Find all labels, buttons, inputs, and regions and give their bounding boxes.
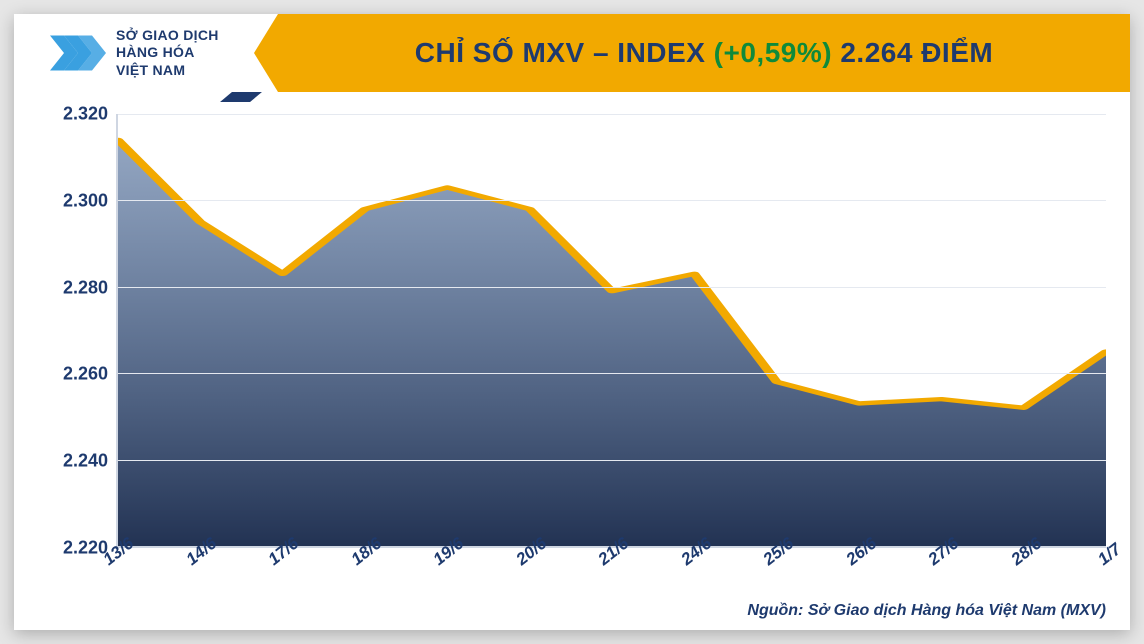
- chart-title: CHỈ SỐ MXV – INDEX (+0,59%) 2.264 ĐIỂM: [415, 37, 993, 69]
- card: SỞ GIAO DỊCH HÀNG HÓA VIỆT NAM CHỈ SỐ MX…: [14, 14, 1130, 630]
- logo-line-3: VIỆT NAM: [116, 62, 219, 80]
- logo-icon: [36, 28, 106, 78]
- y-tick-label: 2.240: [63, 451, 108, 472]
- area-line-svg: [118, 114, 1106, 546]
- gridline: [118, 200, 1106, 201]
- logo-line-2: HÀNG HÓA: [116, 44, 219, 62]
- gridline: [118, 114, 1106, 115]
- title-pct: (+0,59%): [714, 37, 832, 68]
- header: SỞ GIAO DỊCH HÀNG HÓA VIỆT NAM CHỈ SỐ MX…: [14, 14, 1130, 92]
- chart: 2.2202.2402.2602.2802.3002.320 13/614/61…: [38, 114, 1106, 586]
- title-band: CHỈ SỐ MXV – INDEX (+0,59%) 2.264 ĐIỂM: [278, 14, 1130, 92]
- y-tick-label: 2.260: [63, 364, 108, 385]
- plot-area: [116, 114, 1106, 548]
- source-caption: Nguồn: Sở Giao dịch Hàng hóa Việt Nam (M…: [747, 602, 1106, 620]
- gridline: [118, 373, 1106, 374]
- logo: SỞ GIAO DỊCH HÀNG HÓA VIỆT NAM: [14, 14, 284, 92]
- y-tick-label: 2.280: [63, 277, 108, 298]
- y-tick-label: 2.300: [63, 190, 108, 211]
- title-prefix: CHỈ SỐ MXV – INDEX: [415, 37, 714, 68]
- title-suffix: 2.264 ĐIỂM: [832, 37, 993, 68]
- gridline: [118, 287, 1106, 288]
- gridline: [118, 460, 1106, 461]
- logo-text: SỞ GIAO DỊCH HÀNG HÓA VIỆT NAM: [116, 27, 219, 80]
- logo-line-1: SỞ GIAO DỊCH: [116, 27, 219, 45]
- y-axis: 2.2202.2402.2602.2802.3002.320: [38, 114, 116, 548]
- x-axis: 13/614/617/618/619/620/621/624/625/626/6…: [116, 548, 1106, 586]
- y-tick-label: 2.320: [63, 104, 108, 125]
